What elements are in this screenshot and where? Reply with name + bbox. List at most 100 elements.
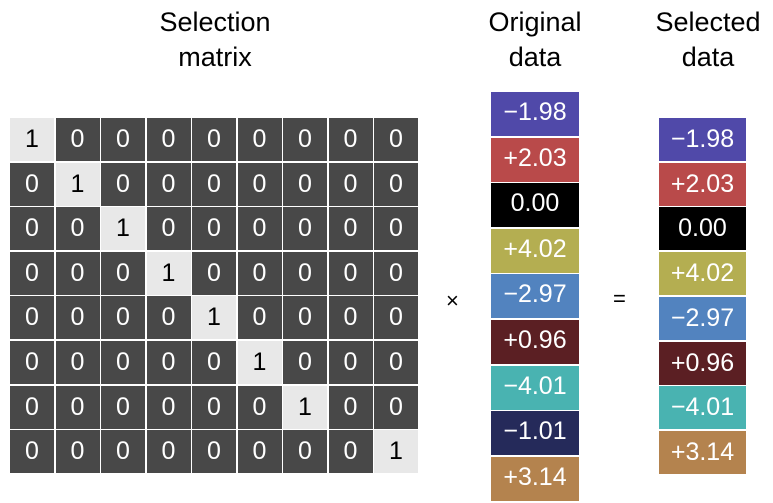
matrix-cell: 0 (10, 251, 54, 295)
matrix-cell: 0 (374, 162, 418, 206)
matrix-cell: 0 (10, 207, 54, 251)
matrix-cell: 0 (101, 118, 145, 161)
data-value-cell: −1.01 (491, 411, 579, 456)
matrix-cell: 0 (374, 296, 418, 340)
matrix-cell: 0 (374, 385, 418, 429)
matrix-cell: 0 (101, 296, 145, 340)
data-value-cell: −1.98 (491, 92, 579, 136)
selection-matrix-title: Selection matrix (130, 5, 300, 75)
matrix-cell: 0 (328, 207, 373, 251)
matrix-cell: 0 (101, 341, 145, 384)
data-value-cell: −4.01 (659, 386, 746, 430)
matrix-cell: 0 (374, 207, 418, 251)
matrix-cell: 0 (101, 162, 145, 206)
data-value-cell: 0.00 (659, 207, 746, 251)
matrix-cell: 0 (192, 207, 236, 251)
matrix-cell: 0 (146, 385, 191, 429)
matrix-cell: 0 (10, 296, 54, 340)
matrix-cell: 0 (55, 296, 100, 340)
matrix-cell: 0 (237, 118, 282, 161)
matrix-cell: 0 (146, 162, 191, 206)
matrix-cell: 0 (374, 341, 418, 384)
matrix-cell: 0 (55, 341, 100, 384)
matrix-cell: 0 (283, 207, 327, 251)
matrix-cell: 0 (10, 162, 54, 206)
matrix-cell: 0 (55, 251, 100, 295)
data-value-cell: +3.14 (491, 456, 579, 501)
matrix-cell: 0 (192, 341, 236, 384)
data-value-cell: +0.96 (659, 341, 746, 385)
multiply-operator: × (446, 288, 459, 313)
matrix-cell: 0 (237, 385, 282, 429)
equals-operator: = (613, 286, 626, 311)
matrix-cell: 1 (146, 251, 191, 295)
selected-title-line-1: Selected (655, 7, 761, 37)
matrix-cell: 0 (101, 430, 145, 474)
matrix-cell: 0 (10, 385, 54, 429)
matrix-cell: 0 (237, 430, 282, 474)
matrix-cell: 0 (283, 162, 327, 206)
matrix-cell: 0 (237, 162, 282, 206)
matrix-cell: 0 (283, 251, 327, 295)
matrix-cell: 0 (146, 430, 191, 474)
matrix-cell: 0 (55, 207, 100, 251)
matrix-cell: 0 (192, 118, 236, 161)
matrix-cell: 0 (10, 341, 54, 384)
matrix-cell: 0 (146, 341, 191, 384)
matrix-cell: 0 (192, 385, 236, 429)
matrix-cell: 0 (55, 430, 100, 474)
matrix-cell: 0 (283, 296, 327, 340)
data-value-cell: +0.96 (491, 320, 579, 364)
data-value-cell: −2.97 (491, 274, 579, 319)
matrix-cell: 0 (283, 118, 327, 161)
data-value-cell: 0.00 (491, 183, 579, 228)
selection-title-line-1: Selection (159, 7, 271, 37)
matrix-cell: 0 (328, 341, 373, 384)
matrix-cell: 1 (192, 296, 236, 340)
matrix-cell: 0 (192, 251, 236, 295)
data-value-cell: −1.98 (659, 118, 746, 161)
matrix-cell: 0 (192, 162, 236, 206)
selected-data-title: Selected data (643, 5, 773, 75)
matrix-cell: 1 (55, 162, 100, 206)
matrix-cell: 0 (283, 430, 327, 474)
matrix-cell: 0 (328, 118, 373, 161)
matrix-cell: 0 (374, 251, 418, 295)
original-data-title: Original data (470, 5, 600, 75)
matrix-cell: 0 (192, 430, 236, 474)
matrix-cell: 0 (146, 118, 191, 161)
matrix-cell: 1 (10, 118, 54, 161)
matrix-cell: 0 (328, 430, 373, 474)
data-value-cell: +4.02 (659, 252, 746, 296)
selection-title-line-2: matrix (178, 42, 252, 72)
matrix-cell: 0 (283, 341, 327, 384)
matrix-cell: 0 (328, 162, 373, 206)
matrix-cell: 0 (55, 385, 100, 429)
matrix-cell: 1 (101, 207, 145, 251)
matrix-cell: 0 (328, 385, 373, 429)
matrix-cell: 0 (146, 207, 191, 251)
selected-title-line-2: data (681, 42, 735, 72)
matrix-cell: 0 (237, 251, 282, 295)
data-value-cell: +4.02 (491, 228, 579, 273)
original-title-line-2: data (508, 42, 562, 72)
matrix-cell: 0 (328, 251, 373, 295)
data-value-cell: +2.03 (491, 137, 579, 182)
matrix-cell: 1 (374, 430, 418, 474)
matrix-cell: 0 (10, 430, 54, 474)
matrix-cell: 1 (283, 385, 327, 429)
matrix-cell: 0 (237, 207, 282, 251)
matrix-cell: 0 (237, 296, 282, 340)
data-value-cell: +3.14 (659, 430, 746, 474)
matrix-cell: 0 (374, 118, 418, 161)
matrix-cell: 0 (55, 118, 100, 161)
data-value-cell: −2.97 (659, 296, 746, 340)
data-value-cell: +2.03 (659, 162, 746, 206)
data-value-cell: −4.01 (491, 365, 579, 410)
matrix-cell: 0 (328, 296, 373, 340)
matrix-cell: 1 (237, 341, 282, 384)
matrix-cell: 0 (101, 251, 145, 295)
original-title-line-1: Original (488, 7, 582, 37)
matrix-cell: 0 (101, 385, 145, 429)
matrix-cell: 0 (146, 296, 191, 340)
